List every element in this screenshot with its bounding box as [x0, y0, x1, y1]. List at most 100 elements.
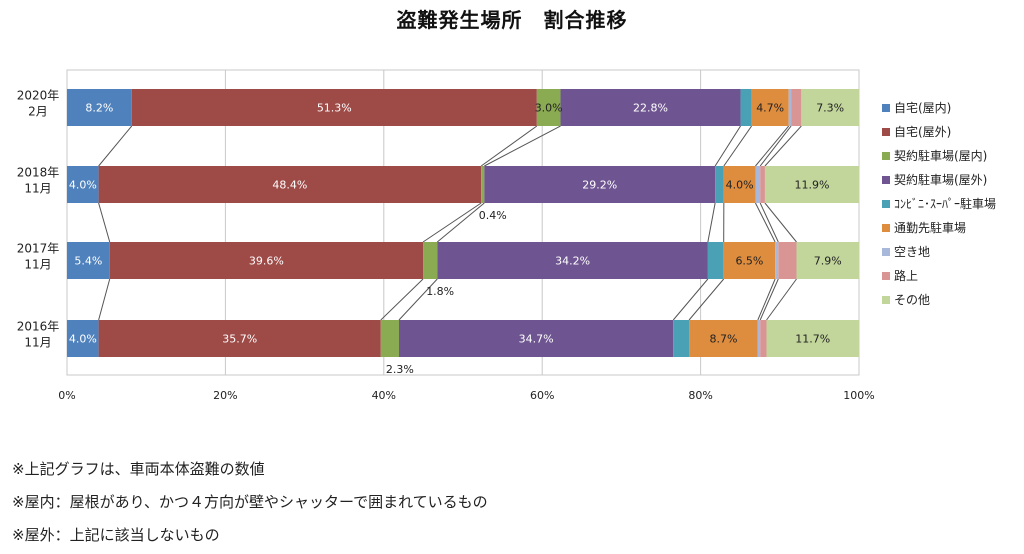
data-label: 7.3% [816, 102, 844, 115]
legend-label: ｺﾝﾋﾞﾆ･ｽｰﾊﾟｰ駐車場 [894, 196, 996, 211]
connector-line [672, 278, 709, 321]
category-label: 2月 [28, 105, 48, 119]
connector-line [707, 202, 716, 243]
x-tick-label: 80% [688, 389, 712, 402]
legend: 自宅(屋内) 自宅(屋外) 契約駐車場(屋内) 契約駐車場(屋外) ｺﾝﾋﾞﾆ･ｽｰﾊﾟ… [882, 100, 996, 307]
bar-segment [755, 166, 761, 203]
connector-line [484, 125, 561, 167]
bar-layer [67, 89, 859, 357]
bar-segment [778, 242, 797, 279]
category-label: 11月 [24, 336, 51, 350]
footnote-1: ※上記グラフは、車両本体盗難の数値 [12, 460, 265, 478]
data-label: 8.2% [85, 102, 113, 115]
connector-line [688, 278, 725, 321]
bar-segment [740, 89, 752, 126]
bar-segment [98, 320, 381, 357]
data-label: 6.5% [735, 255, 763, 268]
bar-segment [788, 89, 792, 126]
legend-swatch [882, 200, 890, 208]
connector-line [398, 278, 438, 321]
legend-swatch [882, 104, 890, 112]
connector-line [755, 202, 776, 243]
legend-swatch [882, 152, 890, 160]
bar-segment [484, 166, 716, 203]
legend-label: 契約駐車場(屋内) [894, 148, 987, 163]
legend-label: 通勤先駐車場 [894, 220, 966, 235]
bar-segment [673, 320, 690, 357]
bar-segment [67, 89, 132, 126]
connector-line [422, 202, 482, 243]
legend-label: 路上 [894, 268, 918, 283]
connector-line [380, 278, 424, 321]
footnote-2: ※屋内：屋根があり、かつ４方向が壁やシャッターで囲まれているもの [12, 493, 488, 511]
bar-segment [751, 89, 789, 126]
data-label: 11.9% [794, 179, 829, 192]
connector-line [723, 125, 753, 167]
bar-segment [715, 166, 724, 203]
data-label: 35.7% [222, 333, 257, 346]
category-label: 2017年 [17, 242, 60, 256]
legend-label: 空き地 [894, 245, 930, 259]
category-label: 2018年 [17, 166, 60, 180]
data-label: 34.7% [519, 333, 554, 346]
axis-layer: 0% 20% 40% 60% 80% 100% 2020年 2月 2018年 11月 2017年 11… [17, 89, 875, 403]
x-tick-label: 100% [843, 389, 874, 402]
connector-line [714, 125, 741, 167]
x-tick-label: 0% [58, 389, 75, 402]
connector-line [759, 202, 779, 243]
bar-segment [98, 166, 482, 203]
data-label: 4.0% [69, 179, 97, 192]
bar-segment [423, 242, 438, 279]
legend-swatch [882, 272, 890, 280]
bar-segment [398, 320, 674, 357]
legend-swatch [882, 224, 890, 232]
bar-segment [481, 166, 485, 203]
bar-segment [723, 242, 776, 279]
connector-line [98, 202, 111, 243]
bar-segment [760, 166, 765, 203]
data-label: 4.0% [726, 179, 754, 192]
connector-line [98, 125, 133, 167]
connector-line [98, 278, 111, 321]
data-label: 51.3% [317, 102, 352, 115]
bar-segment [67, 320, 99, 357]
connector-line [764, 125, 802, 167]
connector-line [766, 278, 797, 321]
data-label: 29.2% [582, 179, 617, 192]
data-label: 39.6% [249, 255, 284, 268]
series-connector-lines [98, 125, 802, 321]
bar-segment [67, 166, 99, 203]
data-label: 22.8% [633, 102, 668, 115]
bar-segment [766, 320, 859, 357]
legend-label: 自宅(屋外) [894, 124, 951, 139]
legend-label: 自宅(屋内) [894, 100, 951, 115]
x-tick-label: 20% [213, 389, 237, 402]
connector-line [759, 278, 779, 321]
chart-title: 盗難発生場所 割合推移 [396, 8, 628, 32]
legend-label: 契約駐車場(屋外) [894, 172, 987, 187]
bar-segment [796, 242, 859, 279]
connector-line [480, 125, 538, 167]
x-tick-label: 60% [530, 389, 554, 402]
bar-segment [560, 89, 741, 126]
data-label: 4.0% [69, 333, 97, 346]
bar-segment [757, 320, 761, 357]
connector-line [764, 202, 797, 243]
data-label: 8.7% [709, 333, 737, 346]
connector-line [436, 202, 485, 243]
bar-segment [109, 242, 424, 279]
bar-segment [380, 320, 399, 357]
bar-segment [801, 89, 859, 126]
connector-line [759, 125, 792, 167]
data-label: 7.9% [814, 255, 842, 268]
data-label-outside: 2.3% [386, 363, 414, 376]
category-label: 11月 [24, 258, 51, 272]
bar-segment [791, 89, 802, 126]
category-label: 2016年 [17, 320, 60, 334]
legend-swatch [882, 296, 890, 304]
data-label-outside: 1.8% [426, 285, 454, 298]
connector-line [757, 278, 776, 321]
bar-segment [707, 242, 724, 279]
category-label: 11月 [24, 182, 51, 196]
